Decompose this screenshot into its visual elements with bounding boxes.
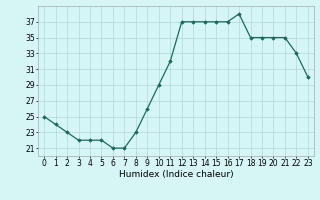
X-axis label: Humidex (Indice chaleur): Humidex (Indice chaleur): [119, 170, 233, 179]
